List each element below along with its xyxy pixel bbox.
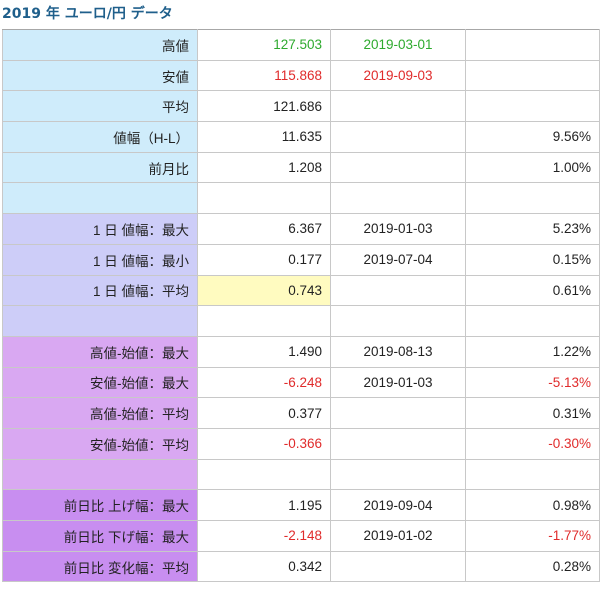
percent-cell: [465, 90, 600, 123]
row-label: 安値-始値：最大: [2, 366, 198, 399]
date-cell: [330, 305, 466, 337]
date-cell: [330, 274, 466, 307]
fx-data-table: 高値 127.503 2019-03-01 安値 115.868 2019-09-03 平均…: [2, 29, 600, 583]
percent-cell: 5.23%: [465, 213, 600, 245]
row-label: 平均: [2, 90, 198, 123]
percent-cell: -1.77%: [465, 520, 600, 552]
table-row: 安値-始値：最大 -6.248 2019-01-03 -5.13%: [2, 366, 600, 399]
percent-cell: [465, 305, 600, 337]
table-row: 安値-始値：平均 -0.366 -0.30%: [2, 427, 600, 460]
table-row: 1 日 値幅：最大 6.367 2019-01-03 5.23%: [2, 213, 600, 245]
table-row: 前日比 上げ幅：最大 1.195 2019-09-04 0.98%: [2, 489, 600, 521]
value-cell: 0.377: [197, 397, 331, 429]
row-label: [2, 182, 198, 215]
table-row: 前月比 1.208 1.00%: [2, 151, 600, 184]
table-row: [2, 182, 600, 215]
table-row: 安値 115.868 2019-09-03: [2, 59, 600, 92]
table-row: 前日比 変化幅：平均 0.342 0.28%: [2, 550, 600, 583]
table-row: 高値-始値：平均 0.377 0.31%: [2, 397, 600, 429]
percent-cell: 0.15%: [465, 243, 600, 276]
row-label: 1 日 値幅：最大: [2, 213, 198, 245]
value-cell: 6.367: [197, 213, 331, 245]
value-cell: -0.366: [197, 427, 331, 460]
value-cell: 0.177: [197, 243, 331, 276]
value-cell: [197, 458, 331, 491]
percent-cell: 0.31%: [465, 397, 600, 429]
row-label: 値幅（H-L）: [2, 121, 198, 153]
date-cell: [330, 550, 466, 583]
date-cell: 2019-09-04: [330, 489, 466, 521]
value-cell: -6.248: [197, 366, 331, 399]
table-row: 平均 121.686: [2, 90, 600, 123]
percent-cell: [465, 59, 600, 92]
date-cell: 2019-03-01: [330, 29, 466, 61]
date-cell: 2019-01-02: [330, 520, 466, 552]
date-cell: 2019-01-03: [330, 366, 466, 399]
value-cell: 1.490: [197, 335, 331, 368]
value-cell: 0.743: [197, 274, 331, 307]
table-body: 高値 127.503 2019-03-01 安値 115.868 2019-09-03 平均…: [2, 29, 600, 583]
value-cell: 1.195: [197, 489, 331, 521]
row-label: 高値: [2, 29, 198, 61]
table-row: 前日比 下げ幅：最大 -2.148 2019-01-02 -1.77%: [2, 520, 600, 552]
percent-cell: 1.22%: [465, 335, 600, 368]
row-label: [2, 458, 198, 491]
value-cell: 11.635: [197, 121, 331, 153]
date-cell: 2019-09-03: [330, 59, 466, 92]
table-row: 値幅（H-L） 11.635 9.56%: [2, 121, 600, 153]
table-row: 高値 127.503 2019-03-01: [2, 29, 600, 61]
percent-cell: -5.13%: [465, 366, 600, 399]
date-cell: [330, 121, 466, 153]
page-title: 2019 年 ユーロ/円 データ: [2, 6, 173, 22]
row-label: 1 日 値幅：平均: [2, 274, 198, 307]
row-label: 安値: [2, 59, 198, 92]
percent-cell: 1.00%: [465, 151, 600, 184]
percent-cell: 9.56%: [465, 121, 600, 153]
table-row: 1 日 値幅：平均 0.743 0.61%: [2, 274, 600, 307]
date-cell: [330, 458, 466, 491]
percent-cell: 0.98%: [465, 489, 600, 521]
date-cell: 2019-07-04: [330, 243, 466, 276]
value-cell: 115.868: [197, 59, 331, 92]
value-cell: -2.148: [197, 520, 331, 552]
row-label: 高値-始値：最大: [2, 335, 198, 368]
percent-cell: [465, 29, 600, 61]
date-cell: [330, 427, 466, 460]
percent-cell: 0.28%: [465, 550, 600, 583]
percent-cell: -0.30%: [465, 427, 600, 460]
table-row: 1 日 値幅：最小 0.177 2019-07-04 0.15%: [2, 243, 600, 276]
date-cell: [330, 90, 466, 123]
value-cell: 127.503: [197, 29, 331, 61]
percent-cell: [465, 182, 600, 215]
percent-cell: [465, 458, 600, 491]
row-label: 1 日 値幅：最小: [2, 243, 198, 276]
row-label: 高値-始値：平均: [2, 397, 198, 429]
value-cell: [197, 305, 331, 337]
table-row: [2, 458, 600, 491]
value-cell: 1.208: [197, 151, 331, 184]
date-cell: 2019-01-03: [330, 213, 466, 245]
row-label: 前日比 下げ幅：最大: [2, 520, 198, 552]
table-row: 高値-始値：最大 1.490 2019-08-13 1.22%: [2, 335, 600, 368]
value-cell: [197, 182, 331, 215]
table-row: [2, 305, 600, 337]
row-label: [2, 305, 198, 337]
date-cell: [330, 182, 466, 215]
date-cell: 2019-08-13: [330, 335, 466, 368]
percent-cell: 0.61%: [465, 274, 600, 307]
row-label: 安値-始値：平均: [2, 427, 198, 460]
value-cell: 0.342: [197, 550, 331, 583]
row-label: 前月比: [2, 151, 198, 184]
value-cell: 121.686: [197, 90, 331, 123]
row-label: 前日比 変化幅：平均: [2, 550, 198, 583]
row-label: 前日比 上げ幅：最大: [2, 489, 198, 521]
date-cell: [330, 151, 466, 184]
date-cell: [330, 397, 466, 429]
